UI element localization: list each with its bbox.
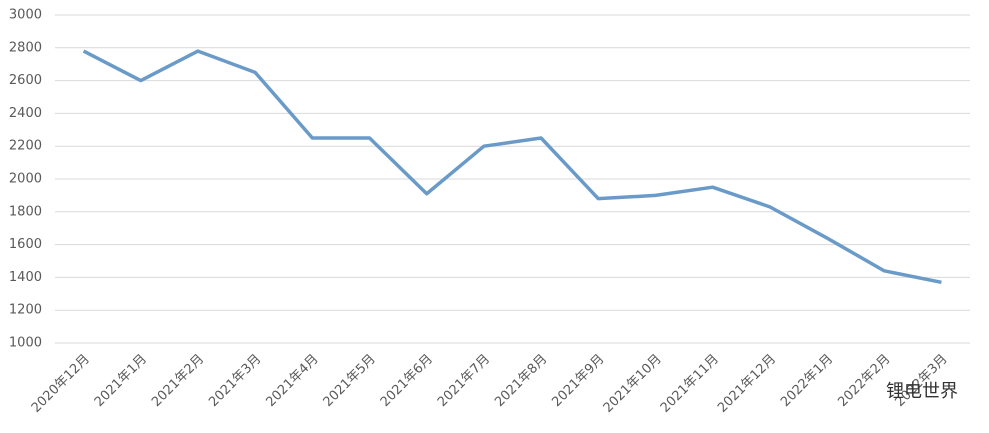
y-tick-label: 1200 bbox=[9, 303, 42, 318]
x-tick-label: 2021年8月 bbox=[492, 352, 550, 410]
x-tick-label: 2021年9月 bbox=[549, 352, 607, 410]
x-tick-label: 2020年12月 bbox=[29, 352, 93, 416]
x-tick-label: 2021年6月 bbox=[378, 352, 436, 410]
x-tick-label: 2021年3月 bbox=[206, 352, 264, 410]
x-tick-label: 2021年1月 bbox=[92, 352, 150, 410]
x-tick-label: 2021年2月 bbox=[149, 352, 207, 410]
y-tick-label: 2600 bbox=[9, 73, 42, 88]
x-tick-label: 2021年7月 bbox=[435, 352, 493, 410]
y-tick-label: 2200 bbox=[9, 139, 42, 154]
x-tick-label: 2021年12月 bbox=[715, 352, 779, 416]
y-tick-label: 1000 bbox=[9, 336, 42, 351]
y-tick-label: 1400 bbox=[9, 270, 42, 285]
x-tick-label: 2022年2月 bbox=[835, 352, 893, 410]
x-tick-label: 2021年11月 bbox=[658, 352, 722, 416]
y-tick-label: 2000 bbox=[9, 172, 42, 187]
x-tick-label: 2021年4月 bbox=[263, 352, 321, 410]
data-line bbox=[82, 49, 942, 285]
x-tick-label: 2021年10月 bbox=[601, 352, 665, 416]
y-tick-label: 1800 bbox=[9, 204, 42, 219]
y-tick-label: 1600 bbox=[9, 237, 42, 252]
x-tick-label: 2021年5月 bbox=[321, 352, 379, 410]
y-tick-label: 2400 bbox=[9, 106, 42, 121]
watermark: 锂电世界 bbox=[886, 381, 958, 402]
y-tick-label: 3000 bbox=[9, 8, 42, 23]
y-tick-label: 2800 bbox=[9, 40, 42, 55]
x-tick-label: 2022年1月 bbox=[778, 352, 836, 410]
